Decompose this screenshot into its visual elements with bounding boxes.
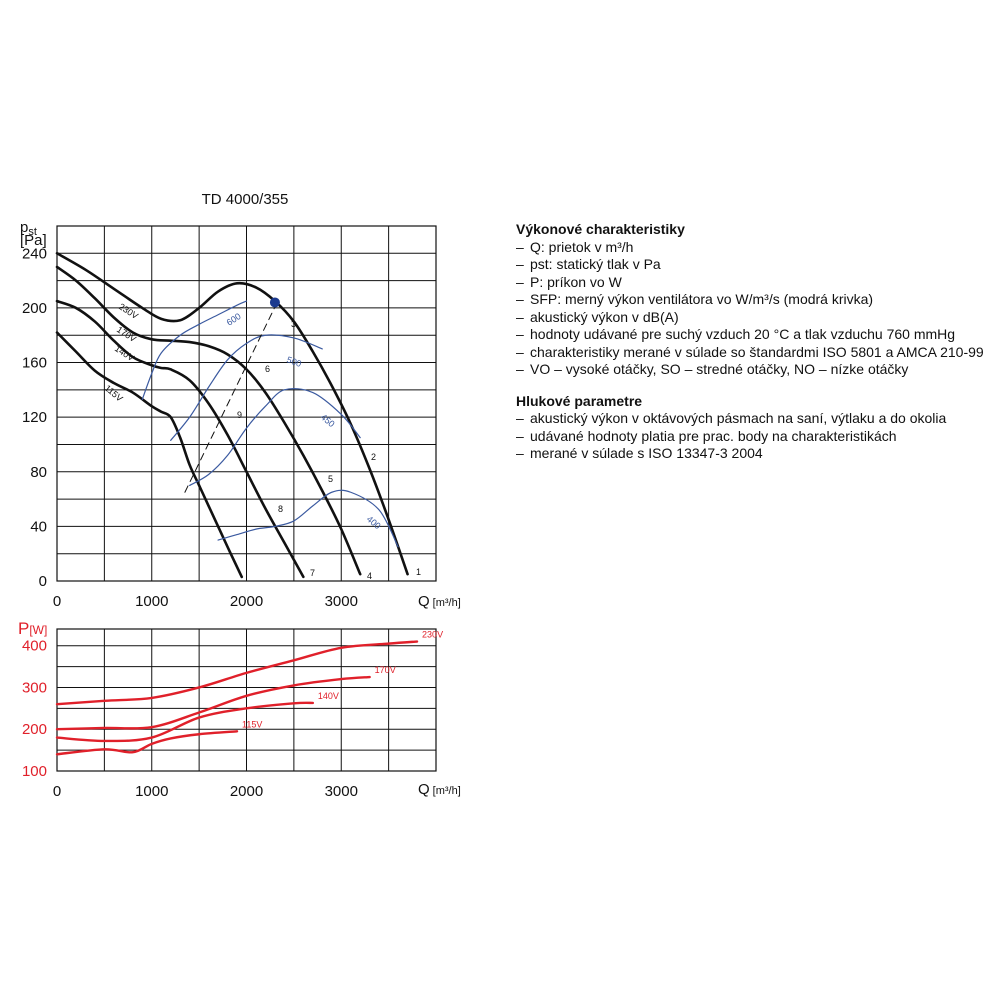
list-item: merané v súlade s ISO 13347-3 2004 [516, 445, 986, 463]
curve-label: 600 [225, 311, 243, 328]
sfp-curve [189, 388, 361, 487]
pressure-chart-ticks: 0 1000 2000 3000 0 40 80 120 160 200 240 [22, 245, 358, 610]
notes-title-noise: Hlukové parametre [516, 392, 643, 409]
list-item: udávané hodnoty platia pre prac. body na… [516, 428, 986, 446]
point-number-label: 2 [371, 452, 376, 462]
power-curves [55, 640, 419, 756]
power-curve-labels: 230V 170V 140V 115V [242, 630, 443, 730]
y-axis-label-subscript: st [28, 226, 37, 238]
pressure-curves [55, 252, 409, 579]
list-item: VO – vysoké otáčky, SO – stredné otáčky,… [516, 361, 986, 379]
point-number-label: 5 [328, 474, 333, 484]
list-item: charakteristiky merané v súlade so štand… [516, 344, 986, 362]
point-number-label: 1 [416, 567, 421, 577]
x-tick-label: 2000 [230, 783, 263, 800]
curve-label: 500 [285, 354, 303, 369]
power-y-axis-label: P[W] [18, 619, 47, 638]
power-y-axis-symbol: P [18, 619, 29, 638]
pressure-curve [55, 331, 244, 579]
list-item: akustický výkon v dB(A) [516, 309, 986, 327]
x-axis-label-symbol: Q [418, 593, 430, 610]
y-tick-label: 400 [22, 638, 47, 655]
y-tick-label: 120 [22, 409, 47, 426]
curve-label: 170V [115, 324, 138, 344]
x-tick-label: 0 [53, 593, 61, 610]
power-curve-label: 230V [422, 630, 443, 640]
pressure-curve [55, 299, 305, 579]
power-x-axis-label: Q [m³/h] [418, 781, 461, 798]
list-item: P: príkon vo W [516, 274, 986, 292]
plot-frame [56, 628, 437, 772]
operating-point-marker [269, 297, 280, 308]
power-x-axis-unit: [m³/h] [433, 785, 461, 797]
x-tick-label: 3000 [325, 783, 358, 800]
pressure-chart-grid [56, 225, 437, 582]
x-axis-label-main: Q [m³/h] [418, 593, 461, 610]
sfp-curve [217, 489, 399, 548]
sfp-curve [141, 300, 248, 401]
power-y-axis-unit: [W] [29, 623, 47, 637]
y-tick-label: 0 [39, 573, 47, 590]
y-axis-label-main: pst [20, 219, 37, 238]
power-curve-label: 140V [318, 691, 339, 701]
power-chart-ticks: 0 1000 2000 3000 100 200 300 400 [22, 638, 358, 800]
y-tick-label: 100 [22, 763, 47, 780]
y-axis-unit: [Pa] [20, 232, 47, 249]
y-tick-label: 160 [22, 355, 47, 372]
y-tick-label: 240 [22, 245, 47, 262]
notes-title-performance: Výkonové charakteristiky [516, 221, 685, 237]
list-item: akustický výkon v oktávových pásmach na … [516, 410, 986, 428]
point-number-label: 9 [237, 410, 242, 420]
point-number-label: 6 [265, 364, 270, 374]
y-tick-label: 40 [30, 518, 47, 535]
notes-list-performance: Q: prietok v m³/h pst: statický tlak v P… [516, 239, 986, 379]
power-curve [55, 640, 419, 706]
power-curve [55, 701, 315, 743]
x-tick-label: 3000 [325, 593, 358, 610]
curve-label: 450 [319, 412, 337, 429]
y-tick-label: 80 [30, 464, 47, 481]
characteristics-notes: Výkonové charakteristiky Q: prietok v m³… [516, 221, 986, 477]
x-tick-label: 0 [53, 783, 61, 800]
list-item: pst: statický tlak v Pa [516, 256, 986, 274]
sfp-curve [170, 334, 323, 441]
point-number-label: 3 [291, 319, 296, 329]
power-curve [55, 675, 371, 731]
x-tick-label: 1000 [135, 783, 168, 800]
x-tick-label: 2000 [230, 593, 263, 610]
fan-curve-figure: TD 4000/355 0 1000 2000 3000040801201602002… [18, 191, 461, 800]
x-axis-unit: [m³/h] [433, 597, 461, 609]
point-number-label: 4 [367, 571, 372, 581]
plot-frame [56, 225, 437, 582]
point-number-label: 7 [310, 568, 315, 578]
power-curve [55, 730, 239, 756]
power-x-axis-symbol: Q [418, 781, 430, 798]
y-tick-label: 200 [22, 300, 47, 317]
curve-label: 400 [365, 514, 383, 531]
notes-list-noise: akustický výkon v oktávových pásmach na … [516, 410, 986, 463]
curve-label: 140V [113, 343, 136, 363]
pressure-curve [55, 265, 362, 576]
list-item: hodnoty udávané pre suchý vzduch 20 °C a… [516, 326, 986, 344]
power-curve-label: 170V [375, 665, 396, 675]
x-tick-label: 1000 [135, 593, 168, 610]
y-tick-label: 200 [22, 721, 47, 738]
chart-title: TD 4000/355 [202, 191, 289, 208]
point-number-label: 8 [278, 504, 283, 514]
y-tick-label: 300 [22, 679, 47, 696]
y-axis-label-symbol: p [20, 219, 28, 236]
list-item: Q: prietok v m³/h [516, 239, 986, 257]
power-curve-label: 115V [242, 719, 262, 729]
list-item: SFP: merný výkon ventilátora vo W/m³/s (… [516, 291, 986, 309]
